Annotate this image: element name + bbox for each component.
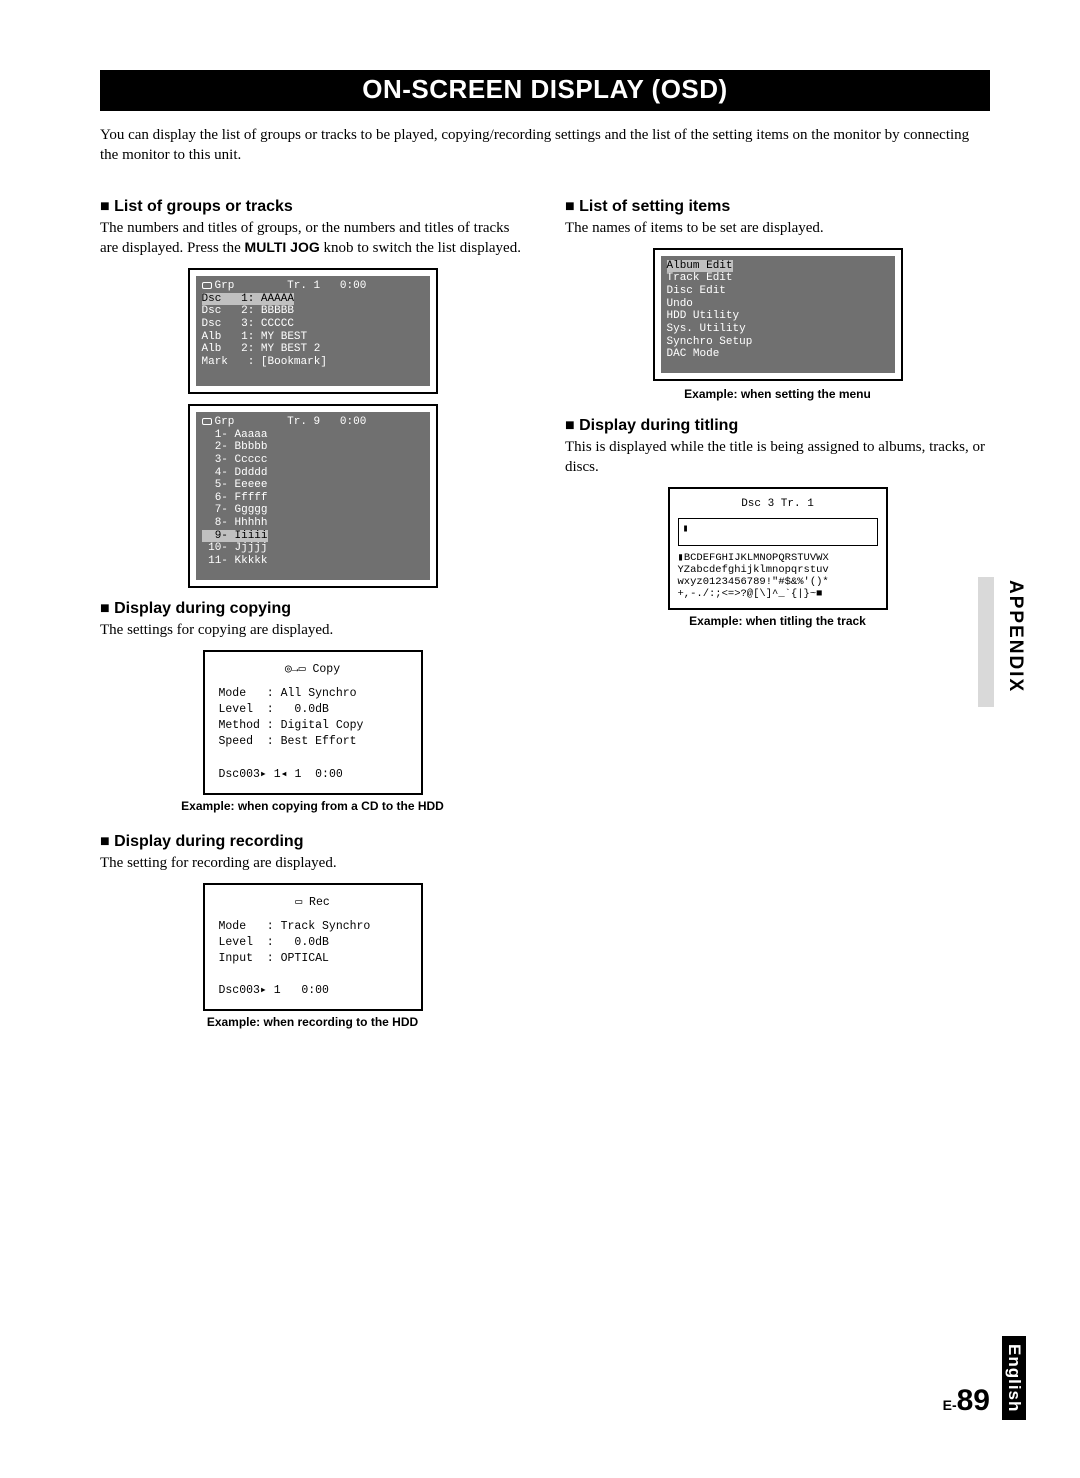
osd-row: 11- Kkkkk [202,555,268,567]
osd-row-highlight: Dsc 1: AAAAA [202,293,294,305]
osd-row: DAC Mode [667,348,720,360]
cursor-icon: ▮ [683,524,689,535]
caption-copy: Example: when copying from a CD to the H… [100,799,525,813]
osd-row: 10- Jjjjj [202,542,268,554]
osd-row: 5- Eeeee [202,479,268,491]
section-head-titling: Display during titling [565,417,990,435]
osd-row: Synchro Setup [667,336,753,348]
page-num-value: 89 [957,1384,990,1417]
right-column: List of setting items The names of items… [565,186,990,1030]
osd-menu: Album Edit Track Edit Disc Edit Undo HDD… [653,248,903,381]
osd-row: 1- Aaaaa [202,429,268,441]
osd-row: Mode : All Synchro [219,687,357,700]
osd-row: 7- Ggggg [202,504,268,516]
section-body-titling: This is displayed while the title is bei… [565,437,990,478]
section-head-settings: List of setting items [565,198,990,216]
section-body-copying: The settings for copying are displayed. [100,620,525,640]
page-prefix: E- [943,1397,957,1413]
osd-row: 6- Fffff [202,492,268,504]
osd-row: Sys. Utility [667,323,746,335]
section-head-groups: List of groups or tracks [100,198,525,216]
osd-rec: ▭ RecMode : Track Synchro Level : 0.0dB … [203,883,423,1012]
english-tab: English [1002,1336,1026,1420]
caption-menu: Example: when setting the menu [565,387,990,401]
osd-group-list: Grp Tr. 1 0:00 Dsc 1: AAAAA Dsc 2: BBBBB… [188,268,438,394]
osd-titling-header: Dsc 3 Tr. 1 [678,497,878,511]
section-body-groups: The numbers and titles of groups, or the… [100,218,525,259]
osd-row: HDD Utility [667,310,740,322]
osd-header: Grp Tr. 9 0:00 [215,416,367,428]
osd-row: Alb 2: MY BEST 2 [202,343,321,355]
side-block [978,577,994,707]
osd-row: Mark : [Bookmark] [202,356,327,368]
osd-row: Dsc 3: CCCCC [202,318,294,330]
section-body-recording: The setting for recording are displayed. [100,853,525,873]
osd-footer: Dsc003▸ 1 0:00 [219,984,329,997]
osd-row: Mode : Track Synchro [219,920,371,933]
osd-row: Input : OPTICAL [219,952,329,965]
osd-row: Alb 1: MY BEST [202,331,308,343]
osd-copy-title: ◎→▭ Copy [219,662,407,678]
page-number: E-89 [943,1384,990,1418]
osd-header: Grp Tr. 1 0:00 [215,280,367,292]
osd-row-highlight: 9- Iiiii [202,530,268,542]
section-head-copying: Display during copying [100,600,525,618]
body-part: knob to switch the list displayed. [320,240,521,256]
osd-row: Dsc 2: BBBBB [202,305,294,317]
osd-row: Level : 0.0dB [219,703,329,716]
appendix-tab: APPENDIX [1004,580,1026,693]
intro-text: You can display the list of groups or tr… [100,125,990,166]
osd-row: Undo [667,298,693,310]
osd-row: 8- Hhhhh [202,517,268,529]
section-head-recording: Display during recording [100,833,525,851]
caption-rec: Example: when recording to the HDD [100,1015,525,1029]
osd-row: Level : 0.0dB [219,936,329,949]
title-input-box: ▮ [678,518,878,546]
caption-titling: Example: when titling the track [565,614,990,628]
section-body-settings: The names of items to be set are display… [565,218,990,238]
osd-titling: Dsc 3 Tr. 1 ▮ ▮BCDEFGHIJKLMNOPQRSTUVWX Y… [668,487,888,610]
osd-row: Method : Digital Copy [219,719,364,732]
multijog-label: MULTI JOG [245,239,320,255]
osd-row: 4- Ddddd [202,467,268,479]
osd-track-list: Grp Tr. 9 0:00 1- Aaaaa 2- Bbbbb 3- Cccc… [188,404,438,588]
osd-row: 3- Ccccc [202,454,268,466]
osd-footer: Dsc003▸ 1◂ 1 0:00 [219,768,343,781]
osd-row: Disc Edit [667,285,726,297]
charset-grid: ▮BCDEFGHIJKLMNOPQRSTUVWX YZabcdefghijklm… [678,552,878,600]
osd-row-highlight: Album Edit [667,260,733,272]
osd-copy: ◎→▭ Copy Mode : All Synchro Level : 0.0dB… [203,650,423,795]
osd-row: Speed : Best Effort [219,735,357,748]
page-title: ON-SCREEN DISPLAY (OSD) [100,70,990,111]
osd-rec-title: ▭ Rec [219,895,407,911]
osd-row: Track Edit [667,272,733,284]
left-column: List of groups or tracks The numbers and… [100,186,525,1030]
osd-row: 2- Bbbbb [202,441,268,453]
